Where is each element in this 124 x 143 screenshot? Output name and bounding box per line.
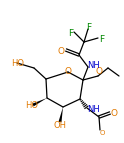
Text: O: O	[110, 109, 118, 118]
Text: O: O	[95, 67, 103, 77]
Text: NH: NH	[88, 60, 100, 69]
Polygon shape	[59, 107, 63, 122]
Text: HO: HO	[26, 102, 38, 111]
Text: F: F	[86, 23, 92, 32]
Text: OH: OH	[53, 121, 66, 130]
Text: F: F	[68, 28, 74, 37]
Text: NH: NH	[87, 105, 99, 114]
Text: O: O	[64, 67, 72, 77]
Text: O: O	[99, 130, 105, 136]
Text: HO: HO	[12, 58, 25, 67]
Text: F: F	[99, 34, 105, 43]
Polygon shape	[32, 98, 47, 106]
Text: O: O	[58, 46, 64, 55]
